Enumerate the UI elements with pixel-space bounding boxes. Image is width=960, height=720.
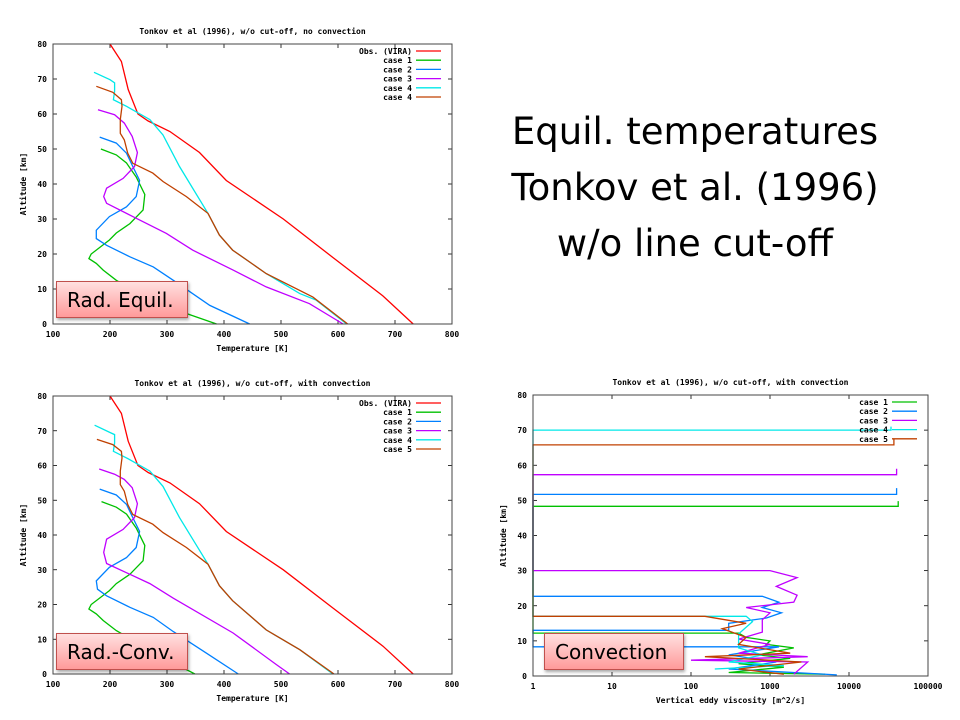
y-tick-label: 20 bbox=[37, 601, 47, 610]
y-tick-label: 10 bbox=[37, 285, 47, 294]
x-tick-label: 100000 bbox=[914, 682, 943, 691]
x-axis-label: Temperature [K] bbox=[216, 694, 288, 703]
convection-label: Convection bbox=[544, 633, 684, 670]
legend-label: case 2 bbox=[859, 407, 888, 416]
series-line-obs-vira- bbox=[109, 43, 414, 325]
y-tick-label: 40 bbox=[517, 532, 527, 541]
x-tick-label: 600 bbox=[331, 680, 346, 689]
slide-title-line: w/o line cut-off bbox=[556, 222, 834, 265]
chart-3: Tonkov et al (1996), w/o cut-off, with c… bbox=[498, 377, 943, 705]
y-tick-label: 20 bbox=[517, 602, 527, 611]
y-tick-label: 0 bbox=[522, 672, 527, 681]
y-tick-label: 10 bbox=[37, 635, 47, 644]
y-tick-label: 60 bbox=[37, 462, 47, 471]
series-line-case-3 bbox=[98, 468, 290, 675]
slide-title-line: Equil. temperatures bbox=[511, 110, 879, 153]
chart-title: Tonkov et al (1996), w/o cut-off, with c… bbox=[612, 377, 848, 387]
x-tick-label: 800 bbox=[445, 330, 460, 339]
y-tick-label: 60 bbox=[37, 110, 47, 119]
legend-label: case 3 bbox=[383, 75, 412, 84]
y-tick-label: 80 bbox=[517, 391, 527, 400]
y-tick-label: 30 bbox=[37, 566, 47, 575]
series-line-case-2 bbox=[95, 136, 250, 325]
y-tick-label: 30 bbox=[37, 215, 47, 224]
y-tick-label: 10 bbox=[517, 637, 527, 646]
x-axis-label: Temperature [K] bbox=[216, 344, 288, 353]
y-tick-label: 50 bbox=[37, 496, 47, 505]
legend-label: case 1 bbox=[383, 56, 412, 65]
x-tick-label: 10000 bbox=[837, 682, 861, 691]
legend-label: case 2 bbox=[383, 65, 412, 74]
legend-label: Obs. (VIRA) bbox=[359, 47, 412, 56]
y-tick-label: 20 bbox=[37, 250, 47, 259]
plot-frame bbox=[532, 394, 929, 677]
legend-label: case 4 bbox=[383, 93, 412, 102]
chart-1: Tonkov et al (1996), w/o cut-off, no con… bbox=[18, 26, 459, 353]
y-tick-label: 50 bbox=[37, 145, 47, 154]
x-axis-label: Vertical eddy viscosity [m^2/s] bbox=[656, 695, 805, 705]
x-tick-label: 200 bbox=[103, 680, 118, 689]
slide-title: Equil. temperatures Tonkov et al. (1996)… bbox=[470, 104, 920, 272]
y-tick-label: 30 bbox=[517, 567, 527, 576]
rad-equil-label: Rad. Equil. bbox=[56, 281, 188, 318]
legend-label: case 5 bbox=[859, 435, 888, 444]
x-tick-label: 500 bbox=[274, 680, 289, 689]
x-tick-label: 500 bbox=[274, 330, 289, 339]
y-tick-label: 50 bbox=[517, 496, 527, 505]
x-tick-label: 300 bbox=[160, 680, 175, 689]
rad-conv-label: Rad.-Conv. bbox=[56, 633, 188, 670]
legend-label: case 5 bbox=[383, 445, 412, 454]
series-line-case-4 bbox=[96, 85, 349, 325]
y-axis-label: Altitude [km] bbox=[18, 504, 28, 567]
y-tick-label: 0 bbox=[42, 320, 47, 329]
y-tick-label: 40 bbox=[37, 180, 47, 189]
legend-label: case 4 bbox=[383, 436, 412, 445]
legend-label: case 4 bbox=[383, 84, 412, 93]
y-axis-label: Altitude [km] bbox=[498, 504, 508, 567]
x-tick-label: 1 bbox=[531, 682, 536, 691]
y-tick-label: 0 bbox=[42, 670, 47, 679]
x-tick-label: 10 bbox=[607, 682, 617, 691]
plot-frame bbox=[52, 395, 453, 675]
chart-2: Tonkov et al (1996), w/o cut-off, with c… bbox=[18, 378, 459, 703]
legend-label: case 1 bbox=[383, 408, 412, 417]
y-tick-label: 80 bbox=[37, 392, 47, 401]
series-line-case-2 bbox=[95, 488, 239, 675]
plot-frame bbox=[52, 43, 453, 325]
slide-title-line: Tonkov et al. (1996) bbox=[511, 166, 879, 209]
x-tick-label: 200 bbox=[103, 330, 118, 339]
x-tick-label: 300 bbox=[160, 330, 175, 339]
series-line-case-3 bbox=[532, 468, 898, 675]
series-line-obs-vira- bbox=[109, 395, 414, 675]
legend-label: case 3 bbox=[383, 427, 412, 436]
series-line-case-4 bbox=[93, 71, 348, 325]
y-tick-label: 80 bbox=[37, 40, 47, 49]
y-tick-label: 70 bbox=[37, 427, 47, 436]
legend-label: case 4 bbox=[859, 426, 888, 435]
x-tick-label: 700 bbox=[388, 680, 403, 689]
chart-title: Tonkov et al (1996), w/o cut-off, no con… bbox=[139, 26, 366, 36]
y-tick-label: 70 bbox=[37, 75, 47, 84]
x-tick-label: 600 bbox=[331, 330, 346, 339]
series-line-case-3 bbox=[97, 109, 344, 325]
x-tick-label: 400 bbox=[217, 680, 232, 689]
y-axis-label: Altitude [km] bbox=[18, 153, 28, 216]
legend-label: case 2 bbox=[383, 417, 412, 426]
legend-label: Obs. (VIRA) bbox=[359, 399, 412, 408]
y-tick-label: 60 bbox=[517, 461, 527, 470]
y-tick-label: 40 bbox=[37, 531, 47, 540]
x-tick-label: 700 bbox=[388, 330, 403, 339]
y-tick-label: 70 bbox=[517, 426, 527, 435]
legend-label: case 3 bbox=[859, 416, 888, 425]
x-tick-label: 400 bbox=[217, 330, 232, 339]
x-tick-label: 100 bbox=[46, 330, 61, 339]
chart-title: Tonkov et al (1996), w/o cut-off, with c… bbox=[134, 378, 370, 388]
series-line-case-5 bbox=[96, 438, 335, 675]
x-tick-label: 1000 bbox=[760, 682, 779, 691]
x-tick-label: 100 bbox=[46, 680, 61, 689]
x-tick-label: 100 bbox=[684, 682, 699, 691]
x-tick-label: 800 bbox=[445, 680, 460, 689]
legend-label: case 1 bbox=[859, 398, 888, 407]
